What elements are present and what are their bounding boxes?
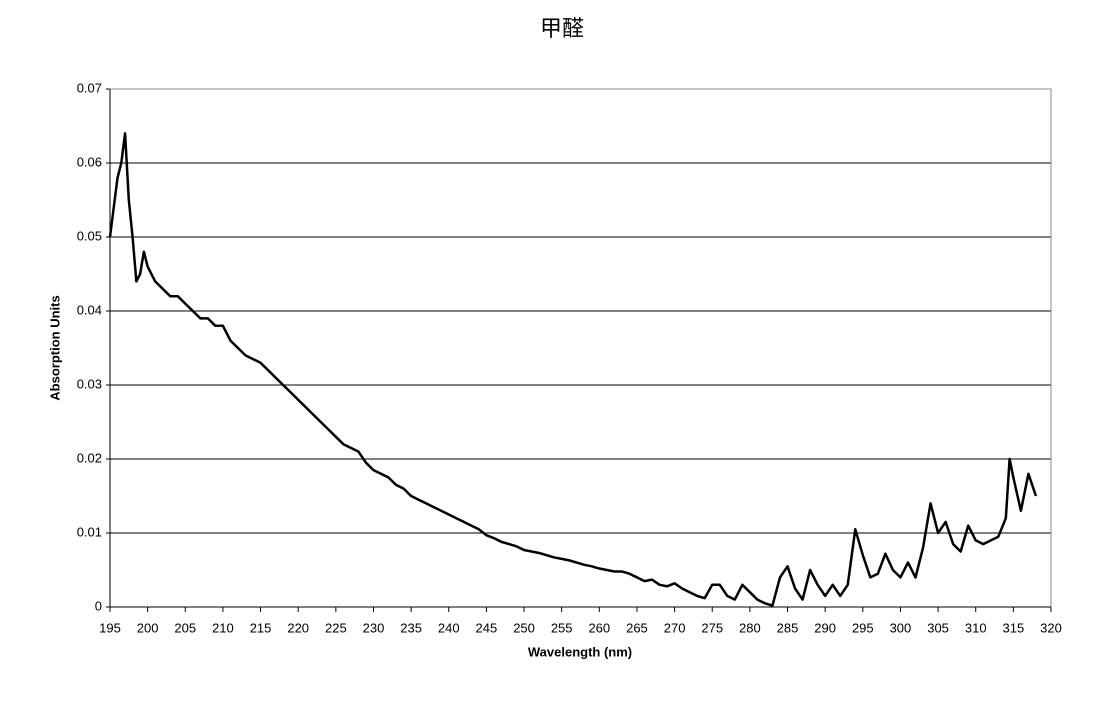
x-tick-label: 250 xyxy=(513,620,535,635)
x-tick-label: 290 xyxy=(814,620,836,635)
x-tick-label: 285 xyxy=(777,620,799,635)
y-tick-label: 0.03 xyxy=(77,376,102,391)
x-tick-label: 215 xyxy=(250,620,272,635)
x-tick-label: 295 xyxy=(852,620,874,635)
x-axis-label: Wavelength (nm) xyxy=(528,644,632,659)
x-tick-label: 230 xyxy=(363,620,385,635)
x-tick-label: 315 xyxy=(1003,620,1025,635)
x-tick-label: 260 xyxy=(588,620,610,635)
x-tick-label: 240 xyxy=(438,620,460,635)
x-tick-label: 280 xyxy=(739,620,761,635)
x-tick-label: 320 xyxy=(1040,620,1062,635)
chart-title: 甲醛 xyxy=(540,17,584,42)
x-tick-label: 205 xyxy=(174,620,196,635)
y-tick-label: 0.07 xyxy=(77,80,102,95)
y-tick-label: 0.06 xyxy=(77,154,102,169)
x-tick-label: 245 xyxy=(476,620,498,635)
x-tick-label: 300 xyxy=(890,620,912,635)
x-tick-label: 210 xyxy=(212,620,234,635)
y-axis-label: Absorption Units xyxy=(47,295,62,400)
x-tick-label: 265 xyxy=(626,620,648,635)
x-tick-label: 195 xyxy=(99,620,121,635)
y-tick-label: 0.01 xyxy=(77,524,102,539)
y-tick-label: 0.02 xyxy=(77,450,102,465)
x-tick-label: 200 xyxy=(137,620,159,635)
y-tick-label: 0.04 xyxy=(77,302,102,317)
plot-border xyxy=(109,88,1052,608)
x-tick-label: 270 xyxy=(664,620,686,635)
y-tick-label: 0.05 xyxy=(77,228,102,243)
y-tick-label: 0 xyxy=(95,598,102,613)
x-tick-label: 225 xyxy=(325,620,347,635)
data-line xyxy=(108,132,1038,607)
x-tick-label: 235 xyxy=(400,620,422,635)
x-tick-label: 220 xyxy=(287,620,309,635)
x-tick-label: 310 xyxy=(965,620,987,635)
x-tick-label: 255 xyxy=(551,620,573,635)
x-tick-label: 305 xyxy=(927,620,949,635)
x-tick-label: 275 xyxy=(701,620,723,635)
